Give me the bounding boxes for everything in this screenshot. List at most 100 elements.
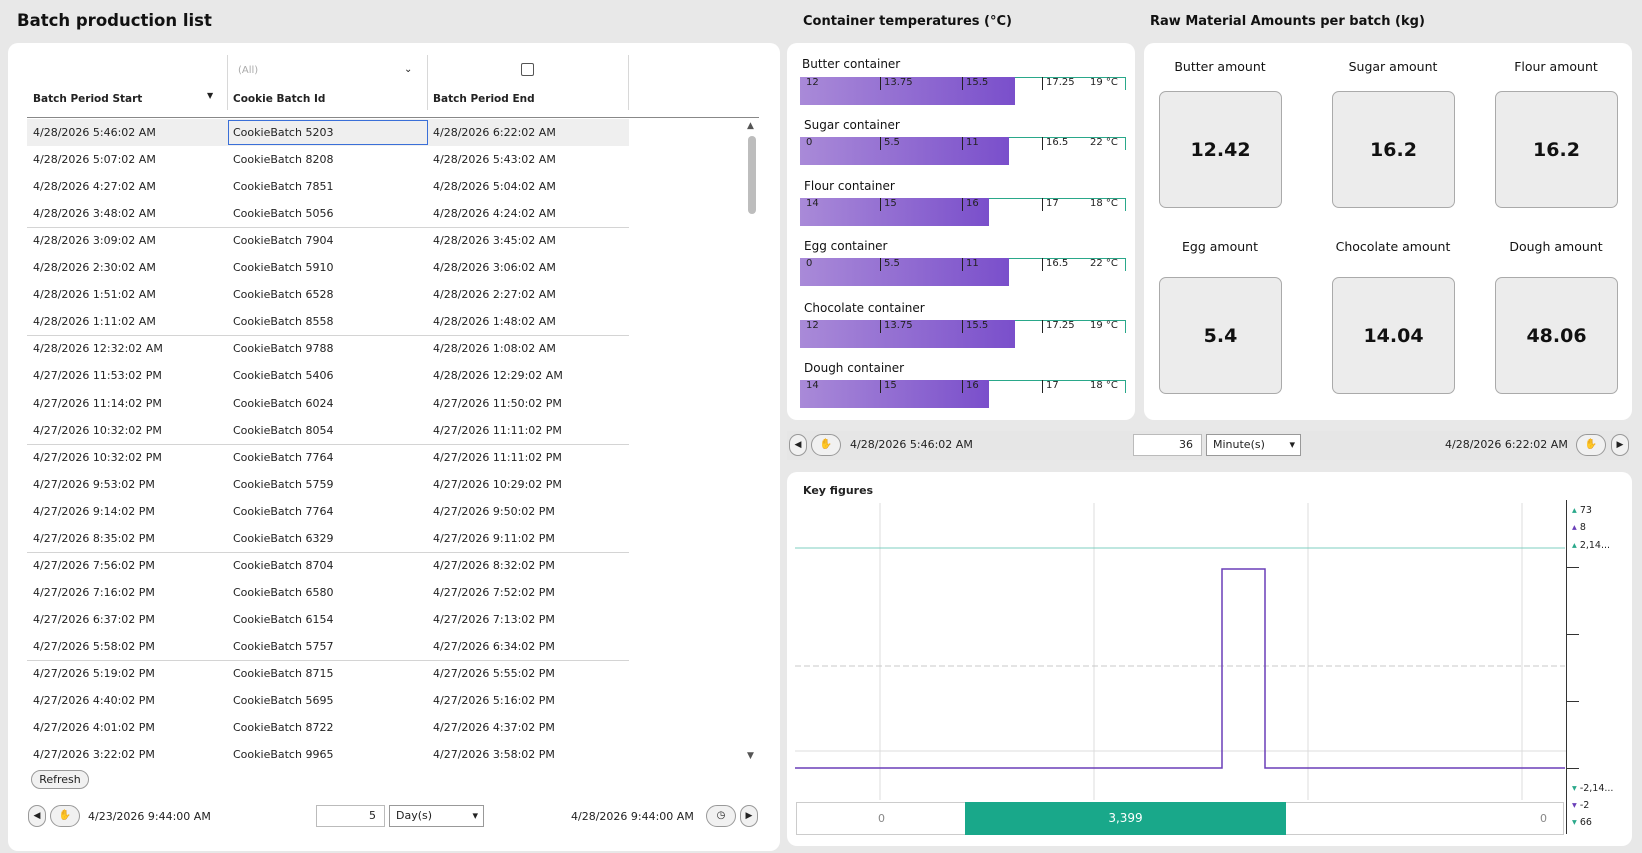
end-filter-checkbox[interactable] (521, 63, 534, 76)
table-row[interactable]: 4/28/2026 2:30:02 AM CookieBatch 5910 4/28… (27, 254, 629, 281)
table-row[interactable]: 4/27/2026 8:35:02 PM CookieBatch 6329 4/27… (27, 525, 629, 552)
cell-cookie-batch-id: CookieBatch 8208 (233, 153, 334, 167)
table-row[interactable]: 4/28/2026 3:48:02 AM CookieBatch 5056 4/28… (27, 200, 629, 227)
table-row[interactable]: 4/28/2026 1:11:02 AM CookieBatch 8558 4/28… (27, 308, 629, 335)
temp-next-button[interactable]: ▶ (1611, 434, 1629, 456)
axis-tick (1567, 768, 1579, 769)
cell-batch-end: 4/27/2026 4:37:02 PM (433, 721, 555, 735)
clock-button[interactable]: ◷ (706, 805, 736, 827)
cell-cookie-batch-id: CookieBatch 5695 (233, 694, 334, 708)
column-header-cookie-batch-id[interactable]: Cookie Batch Id (233, 93, 326, 105)
kpi-label: Chocolate amount (1335, 239, 1451, 254)
gauge-label: Dough container (804, 361, 905, 375)
next-period-button[interactable]: ▶ (740, 805, 758, 827)
table-row[interactable]: 4/27/2026 4:01:02 PM CookieBatch 8722 4/27… (27, 714, 629, 741)
gauge-tick-label: 18 °C (1090, 198, 1118, 209)
header-divider (27, 117, 759, 118)
refresh-button[interactable]: Refresh (31, 770, 89, 789)
pan-tool-button[interactable]: ✋ (50, 805, 80, 827)
scroller-range-thumb[interactable]: 3,399 (965, 802, 1286, 835)
temp-period-end: 4/28/2026 6:22:02 AM (1445, 438, 1568, 451)
gauge-tick-mark (880, 258, 881, 271)
cell-batch-start: 4/28/2026 5:46:02 AM (33, 126, 156, 139)
axis-label-bottom-3: ▾ 66 (1572, 817, 1592, 828)
period-amount-input[interactable]: 5 (316, 805, 385, 827)
axis-label-bottom-2: ▾ -2 (1572, 800, 1590, 811)
table-row[interactable]: 4/28/2026 5:07:02 AM CookieBatch 8208 4/28… (27, 146, 629, 173)
scroll-down-icon[interactable]: ▼ (747, 751, 754, 761)
kpi-value-box: 5.4 (1159, 277, 1282, 394)
gauge-tick-mark (1042, 198, 1043, 211)
scroll-up-icon[interactable]: ▲ (747, 121, 754, 131)
table-row[interactable]: 4/27/2026 7:56:02 PM CookieBatch 8704 4/27… (27, 552, 629, 579)
table-row[interactable]: 4/27/2026 10:32:02 PM CookieBatch 8054 4/2… (27, 417, 629, 444)
axis-tick (1567, 567, 1579, 568)
temperature-gauge: 14 15 16 17 18 °C (800, 198, 1126, 226)
kpi-label: Flour amount (1514, 59, 1598, 74)
gauge-tick-label: 11 (966, 137, 979, 148)
table-row[interactable]: 4/27/2026 5:19:02 PM CookieBatch 8715 4/27… (27, 660, 629, 687)
cell-batch-end: 4/27/2026 5:55:02 PM (433, 667, 555, 680)
temp-prev-button[interactable]: ◀ (789, 434, 807, 456)
cell-batch-start: 4/28/2026 1:51:02 AM (33, 288, 156, 302)
key-figures-chart[interactable] (795, 500, 1567, 800)
gauge-tick-label: 15 (884, 198, 897, 209)
gauge-tick-mark (880, 380, 881, 393)
cell-batch-end: 4/28/2026 3:45:02 AM (433, 234, 556, 248)
table-row[interactable]: 4/27/2026 7:16:02 PM CookieBatch 6580 4/27… (27, 579, 629, 606)
cell-batch-start: 4/27/2026 7:16:02 PM (33, 585, 155, 599)
key-figures-panel (787, 472, 1632, 846)
temp-unit-select[interactable]: Minute(s) ▾ (1206, 434, 1301, 456)
batch-list-title: Batch production list (17, 11, 212, 30)
table-row[interactable]: 4/28/2026 3:09:02 AM CookieBatch 7904 4/28… (27, 227, 629, 254)
triangle-left-icon: ◀ (794, 440, 802, 450)
temp-pan-right-button[interactable]: ✋ (1576, 434, 1606, 456)
table-row[interactable]: 4/27/2026 9:53:02 PM CookieBatch 5759 4/27… (27, 471, 629, 498)
table-row[interactable]: 4/28/2026 5:46:02 AM CookieBatch 5203 4/28… (27, 119, 629, 146)
gauge-tick-label: 12 (806, 320, 819, 331)
right-axis-line (1566, 500, 1567, 834)
gauge-tick-label: 16 (966, 380, 979, 391)
cookie-batch-filter[interactable]: (All) (238, 65, 258, 76)
table-row[interactable]: 4/27/2026 6:37:02 PM CookieBatch 6154 4/27… (27, 606, 629, 633)
table-row[interactable]: 4/28/2026 12:32:02 AM CookieBatch 9788 4/2… (27, 335, 629, 362)
table-row[interactable]: 4/27/2026 3:22:02 PM CookieBatch 9965 4/27… (27, 741, 629, 768)
table-row[interactable]: 4/28/2026 4:27:02 AM CookieBatch 7851 4/28… (27, 173, 629, 200)
kpi-value-box: 16.2 (1332, 91, 1455, 208)
prev-period-button[interactable]: ◀ (28, 805, 46, 827)
key-figures-title: Key figures (803, 484, 874, 497)
table-row[interactable]: 4/27/2026 9:14:02 PM CookieBatch 7764 4/27… (27, 498, 629, 525)
scroller-range-value: 3,399 (1108, 811, 1143, 825)
kpi-label: Dough amount (1509, 239, 1603, 254)
period-unit-select[interactable]: Day(s) ▾ (389, 805, 484, 827)
gauge-tick-label: 5.5 (884, 258, 900, 269)
temp-pan-button[interactable]: ✋ (811, 434, 841, 456)
cell-batch-start: 4/27/2026 11:14:02 PM (33, 396, 162, 410)
selected-cell-outline (228, 120, 428, 145)
column-header-batch-end[interactable]: Batch Period End (433, 93, 535, 105)
chevron-down-icon[interactable]: ⌄ (404, 64, 413, 75)
table-row[interactable]: 4/27/2026 11:14:02 PM CookieBatch 6024 4/2… (27, 390, 629, 417)
col-divider (628, 55, 629, 110)
axis-label-top-3: ▴ 2,14... (1572, 540, 1611, 551)
temp-amount-input[interactable]: 36 (1133, 434, 1202, 456)
scroller-left-value: 0 (878, 812, 885, 825)
table-row[interactable]: 4/28/2026 1:51:02 AM CookieBatch 6528 4/28… (27, 281, 629, 308)
sort-desc-icon[interactable]: ▼ (207, 91, 214, 100)
temperature-gauge: 12 13.75 15.5 17.25 19 °C (800, 77, 1126, 105)
temperatures-panel (787, 43, 1135, 420)
gauge-tick-mark (1042, 137, 1043, 150)
cell-cookie-batch-id: CookieBatch 9788 (233, 342, 334, 356)
table-row[interactable]: 4/27/2026 11:53:02 PM CookieBatch 5406 4/2… (27, 362, 629, 389)
table-row[interactable]: 4/27/2026 10:32:02 PM CookieBatch 7764 4/2… (27, 444, 629, 471)
cell-cookie-batch-id: CookieBatch 5757 (233, 639, 334, 653)
table-row[interactable]: 4/27/2026 4:40:02 PM CookieBatch 5695 4/27… (27, 687, 629, 714)
cell-cookie-batch-id: CookieBatch 5056 (233, 207, 334, 221)
table-scroll-thumb[interactable] (748, 136, 756, 214)
cell-cookie-batch-id: CookieBatch 6580 (233, 585, 334, 599)
table-row[interactable]: 4/27/2026 5:58:02 PM CookieBatch 5757 4/27… (27, 633, 629, 660)
column-header-batch-start[interactable]: Batch Period Start (33, 93, 143, 105)
cell-cookie-batch-id: CookieBatch 5406 (233, 369, 334, 383)
cell-cookie-batch-id: CookieBatch 7904 (233, 234, 334, 248)
cell-batch-start: 4/27/2026 9:53:02 PM (33, 477, 155, 491)
